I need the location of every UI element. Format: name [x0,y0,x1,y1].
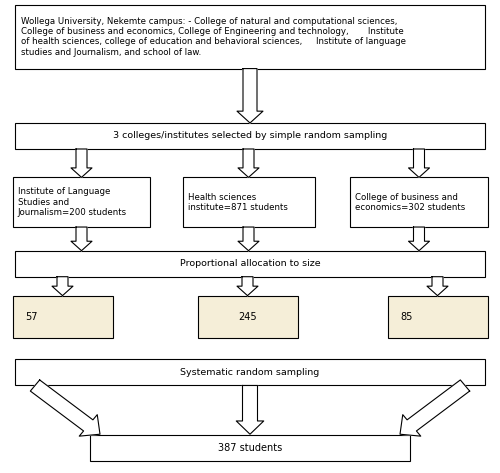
Polygon shape [52,277,73,296]
Text: 85: 85 [400,312,412,322]
FancyBboxPatch shape [182,177,315,227]
FancyBboxPatch shape [90,435,410,461]
FancyBboxPatch shape [15,251,485,277]
Polygon shape [71,149,92,177]
Text: 245: 245 [238,312,257,322]
Text: College of business and
economics=302 students: College of business and economics=302 st… [355,193,465,212]
FancyBboxPatch shape [198,296,298,338]
Text: Health sciences
institute=871 students: Health sciences institute=871 students [188,193,288,212]
Polygon shape [30,380,100,436]
Text: Wollega University, Nekemte campus: - College of natural and computational scien: Wollega University, Nekemte campus: - Co… [21,17,406,57]
Polygon shape [427,277,448,296]
FancyBboxPatch shape [12,296,112,338]
Polygon shape [238,149,259,177]
Text: Systematic random sampling: Systematic random sampling [180,368,320,377]
FancyBboxPatch shape [388,296,488,338]
FancyBboxPatch shape [15,5,485,69]
Polygon shape [238,227,259,251]
Polygon shape [400,380,469,436]
FancyBboxPatch shape [15,359,485,385]
FancyBboxPatch shape [12,177,150,227]
Polygon shape [237,69,263,123]
Text: Proportional allocation to size: Proportional allocation to size [180,259,320,268]
Text: 57: 57 [25,312,38,322]
Polygon shape [408,149,430,177]
Text: 3 colleges/institutes selected by simple random sampling: 3 colleges/institutes selected by simple… [113,131,387,140]
Text: Institute of Language
Studies and
Journalism=200 students: Institute of Language Studies and Journa… [18,187,126,217]
Polygon shape [237,277,258,296]
FancyBboxPatch shape [350,177,488,227]
Polygon shape [71,227,92,251]
Polygon shape [236,385,264,434]
FancyBboxPatch shape [15,123,485,149]
Polygon shape [408,227,430,251]
Text: 387 students: 387 students [218,443,282,453]
